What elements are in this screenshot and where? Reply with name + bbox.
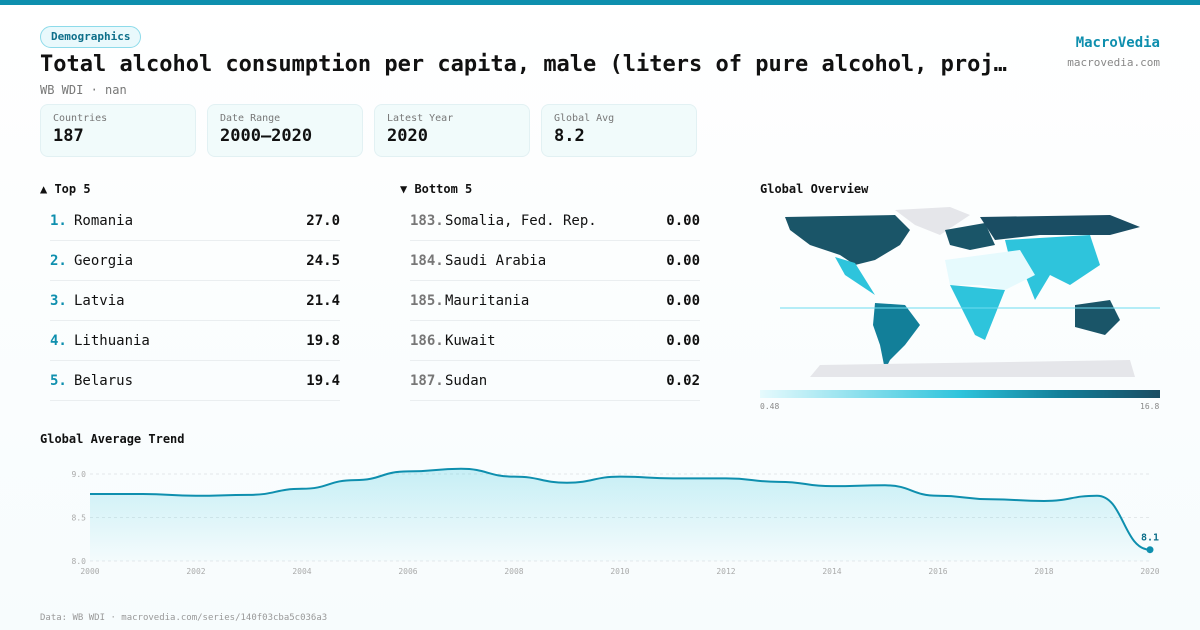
x-tick-label: 2020 bbox=[1140, 567, 1159, 576]
bottom5-row[interactable]: 185. Mauritania 0.00 bbox=[410, 281, 700, 321]
world-map[interactable] bbox=[780, 205, 1160, 380]
rank: 186. bbox=[410, 332, 444, 349]
top5-title: ▲ Top 5 bbox=[40, 182, 91, 196]
stat-latest-year: Latest Year 2020 bbox=[374, 104, 530, 157]
trend-chart: 8.0 8.5 9.0 2000 2002 2004 2006 2008 2010 2012 201… bbox=[72, 467, 1160, 576]
south-america bbox=[873, 303, 920, 370]
y-tick-label: 8.0 bbox=[72, 557, 87, 566]
stat-date-range: Date Range 2000–2020 bbox=[207, 104, 363, 157]
country-name: Sudan bbox=[445, 372, 488, 389]
europe bbox=[945, 223, 995, 250]
footer-source: Data: WB WDI · macrovedia.com/series/140… bbox=[40, 613, 328, 623]
country-name: Somalia, Fed. Rep. bbox=[445, 212, 597, 229]
area-fill bbox=[90, 468, 1150, 561]
last-value-label: 8.1 bbox=[1141, 533, 1159, 544]
bottom5-title: ▼ Bottom 5 bbox=[400, 182, 473, 196]
country-name: Belarus bbox=[74, 372, 134, 389]
bottom5-row[interactable]: 184. Saudi Arabia 0.00 bbox=[410, 241, 700, 281]
x-tick-label: 2016 bbox=[928, 567, 947, 576]
map-title: Global Overview bbox=[760, 182, 869, 196]
rank: 184. bbox=[410, 252, 444, 269]
rank: 1. bbox=[50, 212, 67, 229]
country-name: Latvia bbox=[74, 292, 125, 309]
australia bbox=[1075, 300, 1120, 335]
stat-countries: Countries 187 bbox=[40, 104, 196, 157]
data-point bbox=[1146, 546, 1154, 554]
country-name: Saudi Arabia bbox=[445, 252, 547, 269]
page-subtitle: WB WDI · nan bbox=[40, 83, 127, 97]
antarctica bbox=[810, 360, 1135, 377]
top5-row[interactable]: 1. Romania 27.0 bbox=[50, 201, 340, 241]
stat-global-avg: Global Avg 8.2 bbox=[541, 104, 697, 157]
top5-row[interactable]: 5. Belarus 19.4 bbox=[50, 361, 340, 401]
value: 19.4 bbox=[306, 372, 340, 389]
north-africa-middle-east bbox=[945, 250, 1035, 290]
stat-value: 187 bbox=[53, 126, 84, 146]
bottom5-row[interactable]: 183. Somalia, Fed. Rep. 0.00 bbox=[410, 201, 700, 241]
stat-label: Latest Year bbox=[387, 113, 454, 124]
stat-value: 2000–2020 bbox=[220, 126, 313, 146]
x-tick-label: 2014 bbox=[822, 567, 841, 576]
chart-title: Global Average Trend bbox=[40, 432, 185, 446]
page-title: Total alcohol consumption per capita, ma… bbox=[40, 52, 1007, 77]
series-line bbox=[90, 467, 1151, 551]
legend-min: 0.48 bbox=[760, 402, 780, 411]
rank: 183. bbox=[410, 212, 444, 229]
bottom5-row[interactable]: 187. Sudan 0.02 bbox=[410, 361, 700, 401]
rank: 185. bbox=[410, 292, 444, 309]
x-tick-label: 2008 bbox=[504, 567, 523, 576]
value: 0.00 bbox=[666, 292, 700, 309]
rank: 4. bbox=[50, 332, 67, 349]
stat-label: Global Avg bbox=[554, 113, 615, 124]
mexico-central-america bbox=[835, 257, 875, 295]
rank: 5. bbox=[50, 372, 67, 389]
y-tick-label: 8.5 bbox=[72, 514, 87, 523]
country-name: Romania bbox=[74, 212, 134, 229]
x-tick-label: 2006 bbox=[398, 567, 417, 576]
stat-value: 2020 bbox=[387, 126, 428, 146]
value: 0.00 bbox=[666, 252, 700, 269]
value: 0.00 bbox=[666, 212, 700, 229]
brand-url[interactable]: macrovedia.com bbox=[1067, 56, 1160, 69]
x-tick-label: 2000 bbox=[80, 567, 99, 576]
rank: 2. bbox=[50, 252, 67, 269]
top5-row[interactable]: 2. Georgia 24.5 bbox=[50, 241, 340, 281]
value: 0.00 bbox=[666, 332, 700, 349]
value: 0.02 bbox=[666, 372, 700, 389]
top5-row[interactable]: 4. Lithuania 19.8 bbox=[50, 321, 340, 361]
country-name: Kuwait bbox=[445, 332, 496, 349]
y-tick-label: 9.0 bbox=[72, 470, 87, 479]
top5-row[interactable]: 3. Latvia 21.4 bbox=[50, 281, 340, 321]
africa bbox=[950, 285, 1005, 340]
brand-logo[interactable]: MacroVedia bbox=[1075, 35, 1160, 51]
asia bbox=[1005, 235, 1100, 300]
bottom5-row[interactable]: 186. Kuwait 0.00 bbox=[410, 321, 700, 361]
rank: 187. bbox=[410, 372, 444, 389]
country-name: Mauritania bbox=[445, 292, 530, 309]
value: 27.0 bbox=[306, 212, 340, 229]
stat-label: Date Range bbox=[220, 113, 281, 124]
stat-label: Countries bbox=[53, 113, 108, 124]
map-legend-bar bbox=[760, 390, 1160, 398]
country-name: Georgia bbox=[74, 252, 134, 269]
x-tick-label: 2018 bbox=[1034, 567, 1053, 576]
x-tick-label: 2012 bbox=[716, 567, 735, 576]
stat-value: 8.2 bbox=[554, 126, 585, 146]
x-tick-label: 2002 bbox=[186, 567, 205, 576]
value: 21.4 bbox=[306, 292, 340, 309]
country-name: Lithuania bbox=[74, 332, 150, 349]
value: 24.5 bbox=[306, 252, 340, 269]
north-america bbox=[785, 215, 910, 265]
top-accent-bar bbox=[0, 0, 1200, 5]
legend-max: 16.8 bbox=[1140, 402, 1160, 411]
rank: 3. bbox=[50, 292, 67, 309]
category-badge[interactable]: Demographics bbox=[40, 26, 142, 48]
x-tick-label: 2010 bbox=[610, 567, 629, 576]
greenland bbox=[895, 207, 970, 235]
x-tick-label: 2004 bbox=[292, 567, 311, 576]
value: 19.8 bbox=[306, 332, 340, 349]
russia-asia bbox=[980, 215, 1140, 240]
